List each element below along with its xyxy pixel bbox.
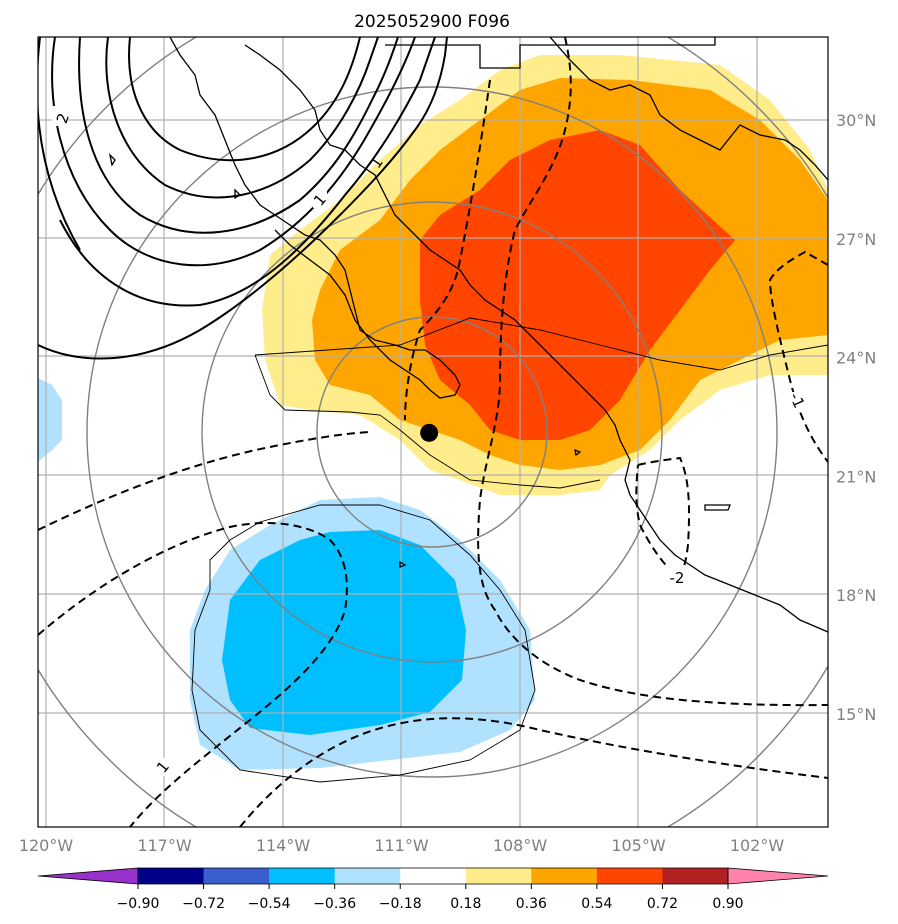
colorbar-bin — [400, 868, 467, 884]
shade-0.54-0.72 — [420, 130, 735, 440]
colorbar-tick-label: −0.36 — [313, 896, 356, 912]
solid-contours — [38, 37, 448, 360]
colorbar-bin — [465, 868, 532, 884]
longitude-labels: 120°W 117°W 114°W 111°W 108°W 105°W 102°W — [19, 836, 785, 855]
colorbar-tick-label: 0.54 — [581, 896, 612, 912]
lat-tick-label: 15°N — [836, 705, 876, 724]
dashed-contours — [38, 37, 828, 827]
lat-tick-label: 27°N — [836, 230, 876, 249]
shade-neg-left — [38, 378, 62, 462]
colorbar-extend-high — [727, 867, 829, 885]
colorbar-bin — [269, 868, 336, 884]
lat-tick-label: 30°N — [836, 111, 876, 130]
lon-tick-label: 102°W — [730, 836, 785, 855]
colorbar-bin — [138, 868, 205, 884]
colorbar-frame — [137, 867, 729, 885]
center-marker-dot — [420, 423, 439, 442]
colorbar-tick-label: 0.36 — [516, 896, 547, 912]
lon-tick-label: 108°W — [493, 836, 548, 855]
contour-label-neg1-right: -1 — [786, 390, 809, 411]
lon-tick-label: 111°W — [374, 836, 429, 855]
contour-label-neg2: -2 — [670, 569, 685, 587]
colorbar-tick-label: −0.72 — [182, 896, 225, 912]
lat-tick-label: 18°N — [836, 586, 876, 605]
coastlines — [108, 37, 828, 783]
colorbar-tick-label: −0.18 — [379, 896, 422, 912]
colorbar-bin — [531, 868, 598, 884]
lon-tick-label: 120°W — [19, 836, 74, 855]
colorbar-tick-label: 0.72 — [647, 896, 678, 912]
latitude-labels: 30°N 27°N 24°N 21°N 18°N 15°N — [836, 111, 876, 724]
colorbar-tick-label: 0.90 — [712, 896, 743, 912]
colorbar — [37, 867, 829, 885]
lon-tick-label: 114°W — [256, 836, 311, 855]
map-frame — [37, 36, 829, 828]
lat-tick-label: 24°N — [836, 349, 876, 368]
colorbar-bin — [334, 868, 401, 884]
figure-title: 2025052900 F096 — [354, 12, 510, 32]
positive-shading — [262, 55, 828, 495]
lat-tick-label: 21°N — [836, 467, 876, 486]
lon-tick-label: 105°W — [611, 836, 666, 855]
colorbar-bin — [662, 868, 729, 884]
colorbar-bin — [596, 868, 663, 884]
lon-tick-label: 117°W — [137, 836, 192, 855]
colorbar-extend-low — [37, 867, 139, 885]
colorbar-tick-label: −0.90 — [117, 896, 160, 912]
range-circles — [38, 37, 828, 827]
colorbar-tick-label: 0.18 — [450, 896, 481, 912]
map-area: 2 1 1 -1 -2 1 — [38, 37, 828, 827]
colorbar-labels: −0.90 −0.72 −0.54 −0.36 −0.18 0.18 0.36 0.54 0.7… — [117, 884, 744, 912]
colorbar-tick-label: −0.54 — [248, 896, 291, 912]
colorbar-bin — [203, 868, 270, 884]
